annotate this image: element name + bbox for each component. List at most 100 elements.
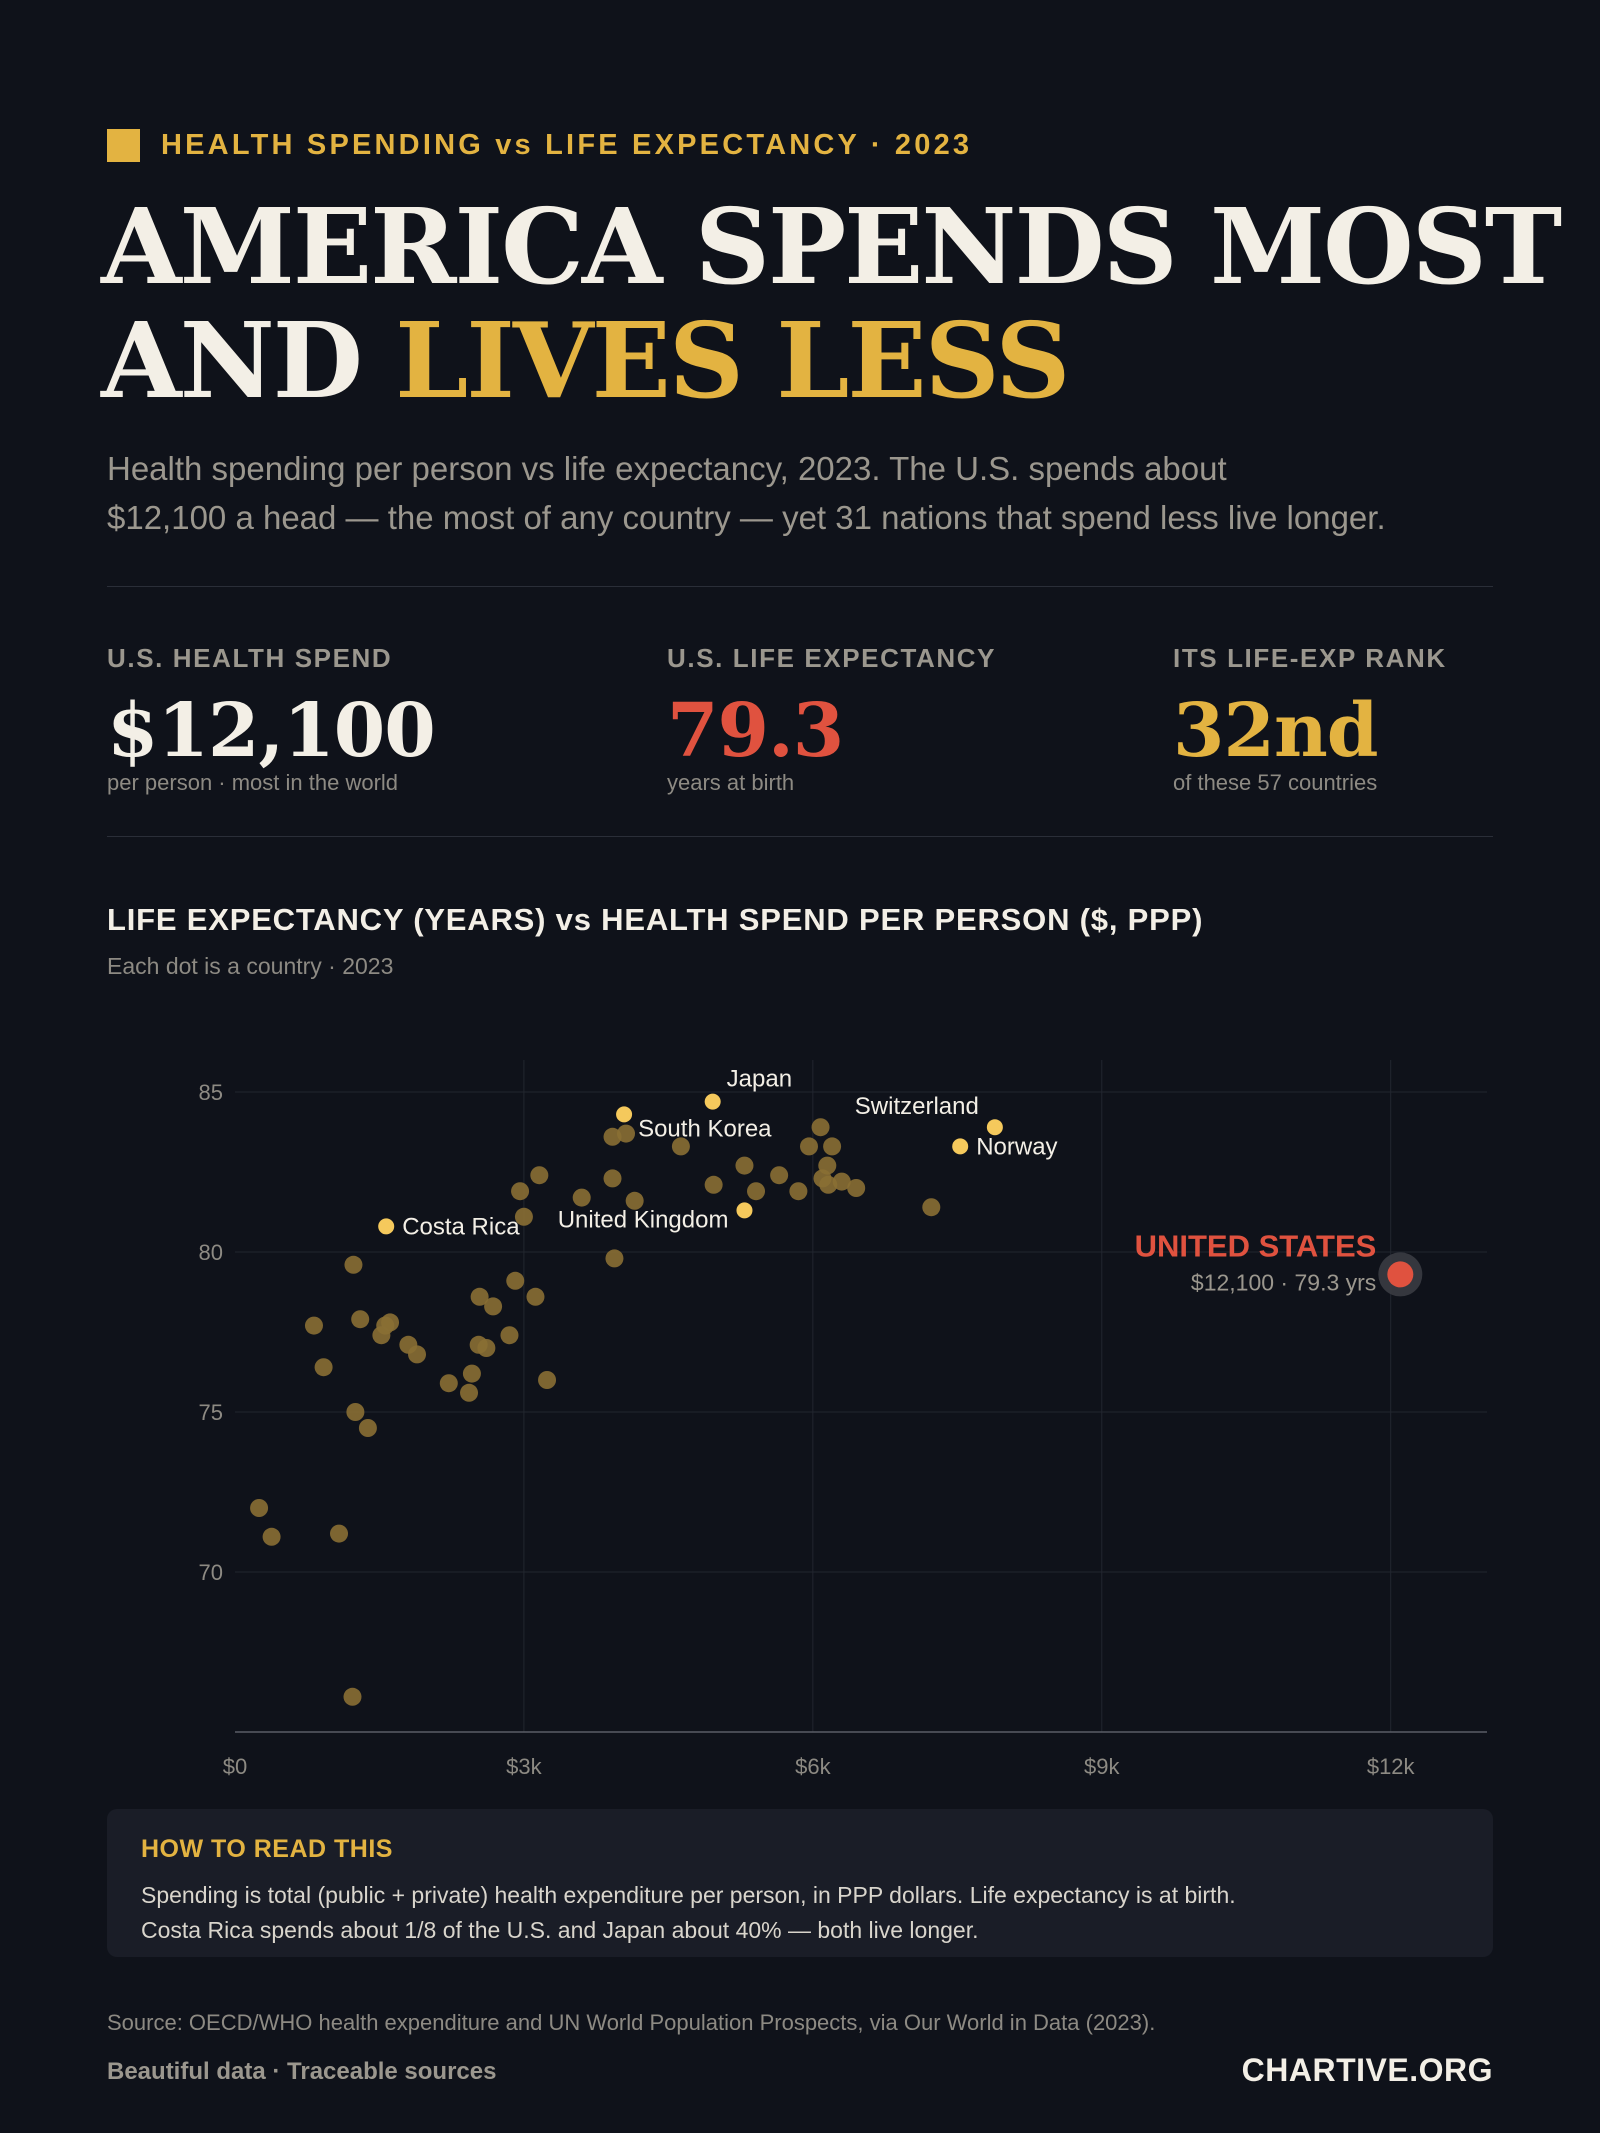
- country-point[interactable]: [617, 1124, 636, 1143]
- country-label: South Korea: [638, 1115, 772, 1142]
- kpi-note: of these 57 countries: [1173, 770, 1378, 795]
- country-point[interactable]: [572, 1188, 591, 1207]
- country-point[interactable]: [330, 1524, 349, 1543]
- x-tick-label: $3k: [506, 1754, 542, 1779]
- country-point[interactable]: [789, 1182, 808, 1201]
- country-point[interactable]: [770, 1166, 789, 1185]
- country-point[interactable]: [603, 1169, 622, 1188]
- subtitle-line-2: $12,100 a head — the most of any country…: [107, 499, 1386, 536]
- country-point[interactable]: [470, 1287, 489, 1306]
- how-to-read-line-2: Costa Rica spends about 1/8 of the U.S. …: [141, 1917, 979, 1943]
- us-label: UNITED STATES: [1135, 1228, 1377, 1263]
- country-point[interactable]: [506, 1271, 525, 1290]
- country-point[interactable]: [671, 1137, 690, 1156]
- headline: AMERICA SPENDS MOST AND LIVES LESS: [101, 190, 1600, 418]
- country-point[interactable]: [500, 1326, 519, 1345]
- divider-top: [107, 586, 1493, 587]
- country-point[interactable]: [484, 1297, 503, 1316]
- country-point[interactable]: [603, 1127, 622, 1146]
- country-point[interactable]: [530, 1166, 549, 1185]
- kpi-value: $12,100: [107, 688, 436, 774]
- country-point[interactable]: [462, 1364, 481, 1383]
- country-point[interactable]: [818, 1156, 837, 1175]
- kicker-text: HEALTH SPENDING vs LIFE EXPECTANCY · 202…: [161, 128, 973, 161]
- kpi-us-life-expectancy: U.S. LIFE EXPECTANCY 79.3 years at birth: [667, 643, 996, 796]
- kicker: HEALTH SPENDING vs LIFE EXPECTANCY · 202…: [107, 128, 972, 162]
- country-point[interactable]: [314, 1358, 333, 1377]
- country-point[interactable]: [514, 1207, 533, 1226]
- country-point[interactable]: [625, 1191, 644, 1210]
- us-point[interactable]: [1387, 1261, 1414, 1288]
- y-tick-label: 70: [199, 1560, 223, 1585]
- country-point[interactable]: [832, 1172, 851, 1191]
- highlight-point[interactable]: [704, 1093, 721, 1110]
- y-tick-label: 85: [199, 1080, 223, 1105]
- country-label: Switzerland: [855, 1093, 979, 1120]
- kpi-us-health-spend: U.S. HEALTH SPEND $12,100 per person · m…: [107, 643, 436, 796]
- country-label: Costa Rica: [402, 1213, 520, 1240]
- y-tick-label: 75: [199, 1400, 223, 1425]
- country-point[interactable]: [346, 1403, 365, 1421]
- country-point[interactable]: [250, 1499, 269, 1517]
- kpi-note: per person · most in the world: [107, 770, 399, 795]
- x-tick-label: $6k: [795, 1754, 831, 1779]
- country-point[interactable]: [477, 1339, 496, 1357]
- country-point[interactable]: [381, 1313, 400, 1332]
- kicker-square-icon: [107, 128, 140, 162]
- country-point[interactable]: [799, 1137, 818, 1156]
- divider-bottom: [107, 836, 1493, 837]
- subtitle: Health spending per person vs life expec…: [107, 444, 1527, 542]
- country-point[interactable]: [358, 1419, 377, 1437]
- country-point[interactable]: [351, 1310, 370, 1329]
- kpi-note: years at birth: [667, 770, 795, 795]
- country-point[interactable]: [819, 1175, 838, 1194]
- country-point[interactable]: [344, 1255, 363, 1274]
- how-to-read-title: HOW TO READ THIS: [141, 1835, 393, 1863]
- headline-line-1: AMERICA SPENDS MOST: [101, 185, 1562, 308]
- country-point[interactable]: [704, 1175, 723, 1194]
- country-point[interactable]: [526, 1287, 545, 1306]
- x-tick-label: $12k: [1367, 1754, 1416, 1779]
- scatter-chart: 70 75 80 85 $0 $3k $6k $9k $12k Japan South Korea S…: [199, 1060, 1487, 1779]
- kpi-life-exp-rank: ITS LIFE-EXP RANK 32nd of these 57 count…: [1173, 643, 1447, 796]
- kpi-value: 79.3: [667, 688, 844, 774]
- how-to-read-box: HOW TO READ THIS Spending is total (publ…: [107, 1809, 1493, 1957]
- kpi-value: 32nd: [1173, 688, 1379, 774]
- country-point[interactable]: [511, 1182, 530, 1201]
- country-point[interactable]: [811, 1118, 830, 1137]
- highlight-point[interactable]: [986, 1119, 1003, 1136]
- country-point[interactable]: [408, 1345, 427, 1364]
- country-point[interactable]: [747, 1182, 766, 1201]
- kpi-label: U.S. LIFE EXPECTANCY: [667, 643, 997, 673]
- kpi-label: ITS LIFE-EXP RANK: [1173, 643, 1447, 673]
- country-point[interactable]: [460, 1383, 479, 1402]
- x-tick-label: $0: [223, 1754, 247, 1779]
- y-tick-label: 80: [199, 1240, 223, 1265]
- country-point[interactable]: [343, 1687, 362, 1706]
- headline-line-2-accent: LIVES LESS: [395, 299, 1070, 422]
- country-point[interactable]: [847, 1179, 866, 1197]
- country-point[interactable]: [735, 1156, 754, 1175]
- chart-subtitle: Each dot is a country · 2023: [107, 953, 394, 979]
- highlight-point[interactable]: [616, 1106, 633, 1123]
- how-to-read-body: Spending is total (public + private) hea…: [141, 1878, 1459, 1948]
- country-point[interactable]: [823, 1137, 842, 1156]
- country-point[interactable]: [439, 1374, 458, 1393]
- us-sublabel: $12,100 · 79.3 yrs: [1191, 1269, 1376, 1295]
- country-point[interactable]: [262, 1527, 281, 1546]
- country-label: Norway: [976, 1133, 1057, 1160]
- source-note: Source: OECD/WHO health expenditure and …: [107, 2010, 1156, 2035]
- country-point[interactable]: [304, 1316, 323, 1335]
- highlight-point[interactable]: [378, 1218, 395, 1235]
- kpi-label: U.S. HEALTH SPEND: [107, 643, 393, 673]
- country-point[interactable]: [605, 1249, 624, 1268]
- subtitle-line-1: Health spending per person vs life expec…: [107, 450, 1227, 487]
- headline-line-2-prefix: AND: [101, 299, 396, 422]
- brand-link[interactable]: CHARTIVE.ORG: [1241, 2052, 1493, 2088]
- highlight-point[interactable]: [736, 1202, 753, 1219]
- country-point[interactable]: [922, 1198, 941, 1217]
- country-point[interactable]: [538, 1371, 557, 1389]
- country-label: Japan: [727, 1066, 792, 1093]
- tagline: Beautiful data · Traceable sources: [107, 2058, 497, 2085]
- highlight-point[interactable]: [952, 1138, 969, 1155]
